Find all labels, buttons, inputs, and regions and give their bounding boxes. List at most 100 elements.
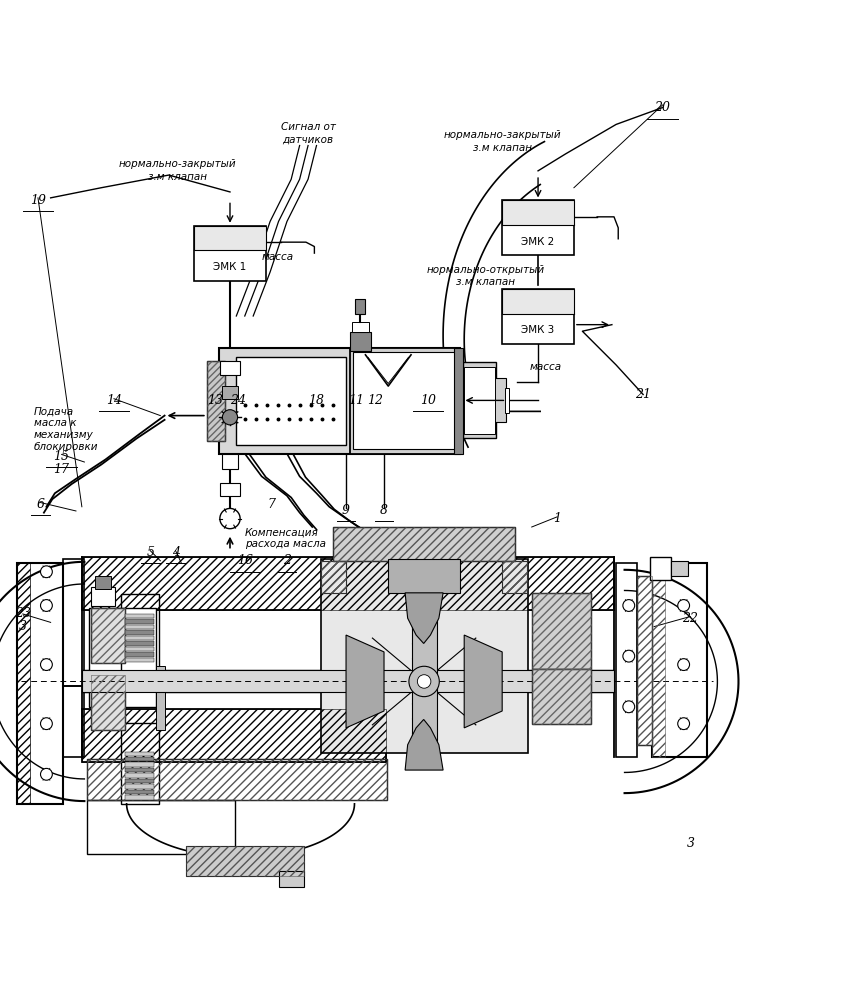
Bar (17, 563, 63, 804)
Bar (236, 357, 346, 445)
Polygon shape (405, 593, 443, 643)
Bar (463, 362, 496, 438)
Bar (125, 784, 154, 789)
Circle shape (408, 666, 439, 697)
Bar (412, 610, 437, 753)
Bar (219, 348, 460, 454)
Bar (121, 723, 159, 804)
Bar (125, 757, 154, 761)
Bar (125, 762, 154, 767)
Bar (350, 348, 460, 454)
Bar (464, 367, 495, 434)
Bar (125, 790, 154, 794)
Bar (616, 563, 637, 757)
Text: 3: 3 (19, 620, 27, 633)
Bar (221, 386, 239, 399)
Bar (87, 759, 387, 800)
Text: 9: 9 (342, 504, 350, 517)
Bar (219, 483, 241, 496)
Bar (125, 779, 154, 783)
Bar (333, 527, 515, 561)
Text: 21: 21 (636, 388, 651, 401)
Circle shape (623, 600, 635, 611)
Bar (89, 608, 156, 673)
Bar (652, 563, 665, 757)
Text: нормально-открытый: нормально-открытый (426, 265, 544, 275)
Bar (505, 388, 509, 413)
Text: 10: 10 (420, 394, 436, 407)
Bar (82, 557, 614, 610)
Text: 23: 23 (15, 607, 30, 620)
Bar (125, 652, 154, 657)
Bar (17, 521, 709, 888)
Text: ЭМК 3: ЭМК 3 (522, 325, 555, 335)
Text: 4: 4 (171, 546, 180, 559)
Bar (125, 630, 154, 635)
Bar (63, 559, 84, 686)
Bar (652, 563, 707, 757)
Text: масса: масса (530, 288, 562, 298)
Text: з.м клапан: з.м клапан (473, 143, 532, 153)
Bar (125, 619, 154, 624)
Text: масса: масса (530, 362, 562, 372)
Text: нормально-закрытый: нормально-закрытый (443, 130, 561, 140)
Circle shape (223, 410, 238, 425)
Bar (17, 563, 30, 804)
Circle shape (41, 659, 52, 670)
Bar (82, 557, 614, 610)
Circle shape (678, 600, 690, 611)
Text: 15: 15 (54, 450, 69, 463)
Bar (207, 361, 225, 441)
Text: 5: 5 (146, 546, 154, 559)
Text: 7: 7 (268, 498, 276, 511)
Circle shape (41, 768, 52, 780)
Bar (502, 289, 574, 314)
Bar (355, 299, 365, 314)
Text: масла к: масла к (34, 418, 76, 428)
Circle shape (41, 600, 52, 611)
Bar (125, 773, 154, 778)
Bar (125, 658, 154, 662)
Bar (502, 289, 574, 344)
Bar (321, 561, 346, 593)
Bar (532, 593, 591, 669)
Circle shape (417, 675, 430, 688)
Text: 20: 20 (655, 101, 670, 114)
Bar (89, 673, 156, 707)
Text: 8: 8 (380, 504, 388, 517)
Text: 11: 11 (349, 394, 364, 407)
Bar (156, 666, 165, 730)
Bar (333, 527, 515, 561)
Bar (125, 752, 154, 756)
Text: масса: масса (262, 252, 294, 262)
Bar (87, 759, 387, 800)
Bar (125, 647, 154, 651)
Circle shape (41, 718, 52, 730)
Bar (82, 709, 386, 762)
Bar (650, 557, 671, 580)
Bar (125, 768, 154, 772)
Bar (125, 636, 154, 640)
Text: 2: 2 (283, 554, 291, 567)
Bar (454, 348, 463, 454)
Text: блокировки: блокировки (34, 442, 98, 452)
Text: 24: 24 (230, 394, 246, 407)
Bar (91, 608, 125, 663)
Bar (502, 200, 574, 225)
Text: 3: 3 (686, 837, 695, 850)
Bar (352, 322, 369, 332)
Bar (186, 846, 304, 876)
Bar (221, 454, 239, 469)
Text: 13: 13 (208, 394, 223, 407)
Bar (91, 675, 125, 730)
Bar (82, 670, 614, 692)
Bar (194, 226, 266, 281)
Polygon shape (388, 559, 460, 593)
Text: расхода масла: расхода масла (245, 539, 326, 549)
Bar (125, 614, 154, 618)
Circle shape (678, 659, 690, 670)
Text: механизму: механизму (34, 430, 94, 440)
Bar (353, 352, 457, 449)
Polygon shape (464, 635, 502, 728)
Bar (532, 669, 591, 724)
